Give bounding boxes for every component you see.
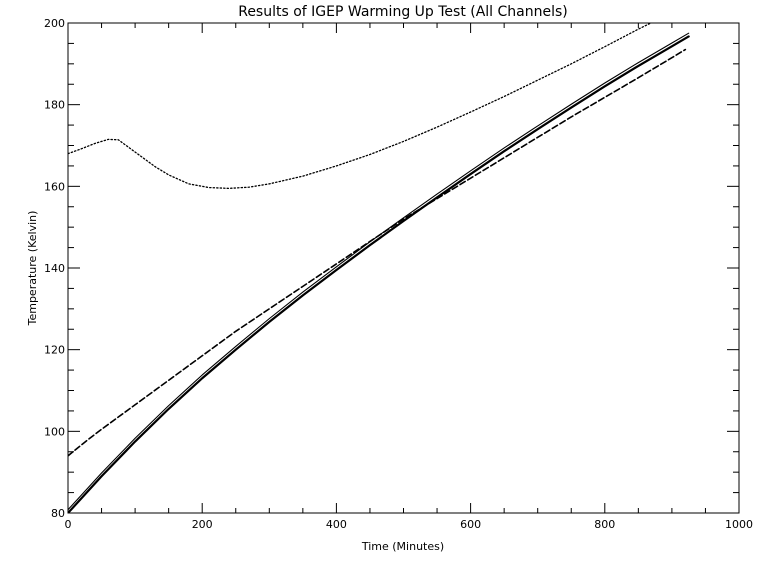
x-tick-label: 800 [594, 518, 615, 531]
y-tick-label: 100 [44, 425, 65, 438]
series-line-3-solid-thick [68, 35, 690, 513]
axis-ticks [67, 22, 740, 514]
y-tick-label: 200 [44, 17, 65, 30]
series-line-1-dotted [68, 23, 653, 190]
y-tick-label: 120 [44, 344, 65, 357]
y-tick-label: 140 [44, 262, 65, 275]
x-tick-label: 200 [192, 518, 213, 531]
y-tick-label: 180 [44, 99, 65, 112]
chart-title: Results of IGEP Warming Up Test (All Cha… [238, 4, 568, 20]
y-tick-label: 160 [44, 180, 65, 193]
x-tick-label: 600 [460, 518, 481, 531]
x-tick-label: 400 [326, 518, 347, 531]
series-line-4-solid-thin [68, 32, 690, 511]
x-tick-label: 0 [65, 518, 72, 531]
x-tick-label: 1000 [725, 518, 753, 531]
x-axis-label: Time (Minutes) [361, 540, 444, 553]
axis-tick-labels: 0 200 400 600 800 1000 80 100 120 140 160 180 200 [44, 17, 753, 531]
y-axis-label: Temperature (Kelvin) [26, 211, 39, 327]
data-series [68, 23, 690, 513]
series-line-2-dashed [68, 48, 687, 457]
y-tick-label: 80 [51, 507, 65, 520]
plot-area-frame [67, 22, 740, 514]
